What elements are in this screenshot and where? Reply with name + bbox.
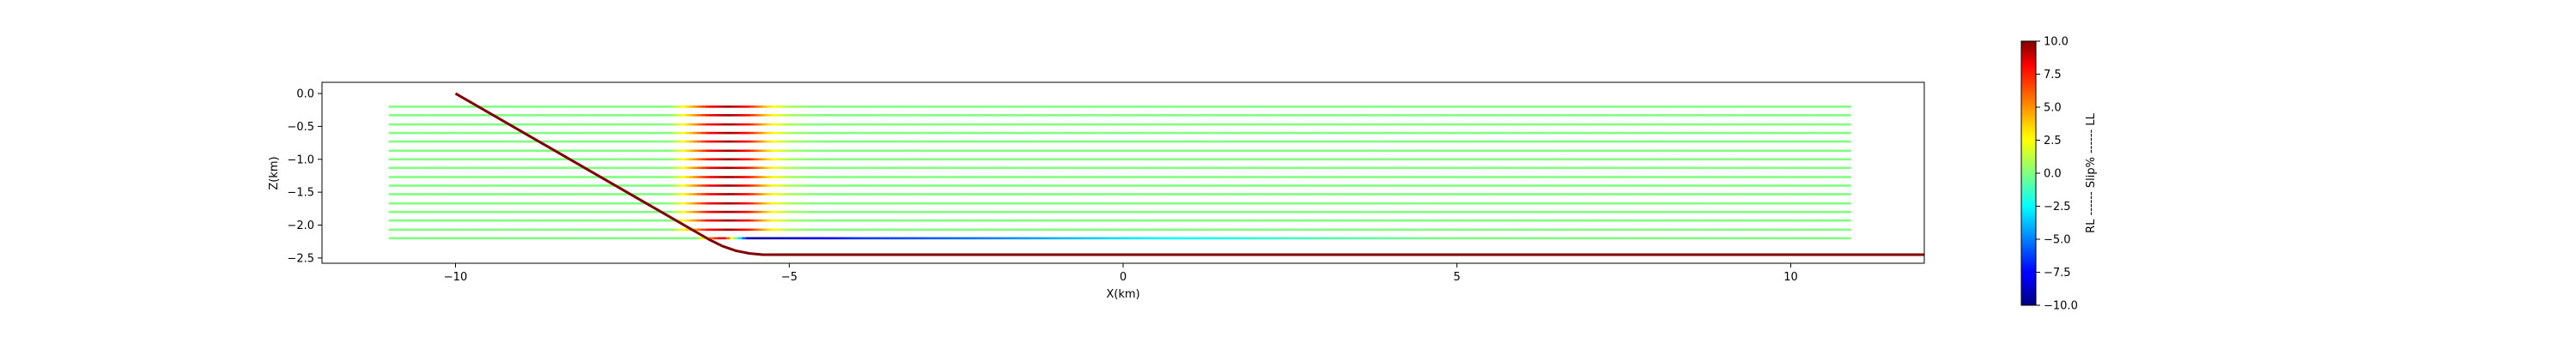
main-chart: −10 −5 0 5 10 0.0−0.5−1.0−1.5−2.0−2.5 X(km) … xyxy=(268,81,1925,301)
plot-area xyxy=(388,92,1924,256)
